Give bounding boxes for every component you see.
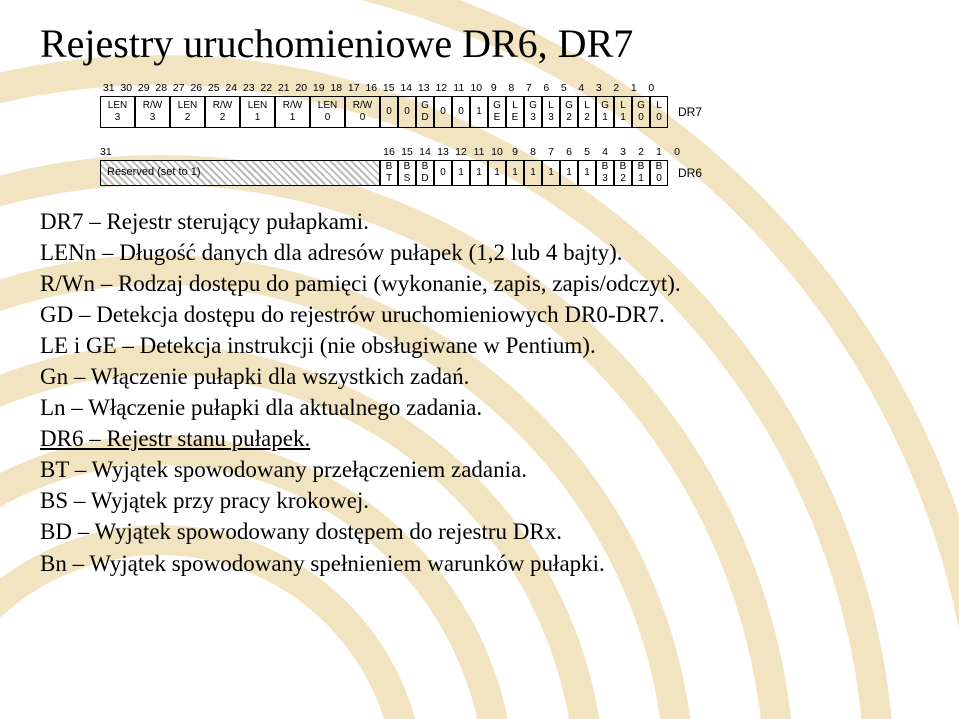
dr7-cell: G1 [596,96,614,128]
dr7-cell: 0 [398,96,416,128]
body-text: DR7 – Rejestr sterujący pułapkami.LENn –… [40,206,919,579]
register-diagram: 3130292827262524232221201918171615141312… [100,82,919,186]
text-line: LENn – Długość danych dla adresów pułape… [40,237,919,268]
dr6-cell: B0 [650,160,668,186]
dr6-cell: 1 [542,160,560,186]
text-line: Ln – Włączenie pułapki dla aktualnego za… [40,392,919,423]
dr7-cell: LEN1 [240,96,275,128]
text-line: Gn – Włączenie pułapki dla wszystkich za… [40,361,919,392]
text-line: BS – Wyjątek przy pracy krokowej. [40,485,919,516]
dr7-cell: G3 [524,96,542,128]
dr7-cell: R/W1 [275,96,310,128]
dr7-cell: G2 [560,96,578,128]
dr7-bitscale: 3130292827262524232221201918171615141312… [100,82,919,94]
dr7-cell: G0 [632,96,650,128]
text-line: DR6 – Rejestr stanu pułapek. [40,423,919,454]
dr7-cell: 0 [452,96,470,128]
dr6-cell: BD [416,160,434,186]
dr7-cell: R/W0 [345,96,380,128]
dr7-cell: LEN2 [170,96,205,128]
dr6-cell: B2 [614,160,632,186]
dr6-cell: B1 [632,160,650,186]
page-title: Rejestry uruchomieniowe DR6, DR7 [40,20,919,67]
dr6-cell: 1 [506,160,524,186]
dr7-cell: LEN0 [310,96,345,128]
text-line: BD – Wyjątek spowodowany dostępem do rej… [40,516,919,547]
dr7-label: DR7 [678,105,702,119]
dr7-cell: 1 [470,96,488,128]
dr6-cell: 1 [560,160,578,186]
dr7-cell: L0 [650,96,668,128]
dr6-bitscale: 31161514131211109876543210 [100,146,919,158]
dr7-cell: LE [506,96,524,128]
dr7-cell: 0 [380,96,398,128]
text-line: LE i GE – Detekcja instrukcji (nie obsłu… [40,330,919,361]
dr7-cell: L2 [578,96,596,128]
text-line: Bn – Wyjątek spowodowany spełnieniem war… [40,548,919,579]
dr7-row: LEN3R/W3LEN2R/W2LEN1R/W1LEN0R/W000GD001G… [100,96,919,128]
dr6-row: Reserved (set to 1)BTBSBD011111111B3B2B1… [100,160,919,186]
text-line: GD – Detekcja dostępu do rejestrów uruch… [40,299,919,330]
dr7-cell: 0 [434,96,452,128]
dr6-cell: 1 [470,160,488,186]
dr7-cell: L3 [542,96,560,128]
dr6-cell: 1 [452,160,470,186]
dr7-cell: LEN3 [100,96,135,128]
dr7-cell: R/W3 [135,96,170,128]
dr6-cell: 1 [488,160,506,186]
dr6-cell: 0 [434,160,452,186]
dr7-cell: GD [416,96,434,128]
dr6-label: DR6 [678,166,702,180]
dr6-cell: 1 [524,160,542,186]
dr6-cell: BS [398,160,416,186]
text-line: R/Wn – Rodzaj dostępu do pamięci (wykona… [40,268,919,299]
text-line: DR7 – Rejestr sterujący pułapkami. [40,206,919,237]
text-line: BT – Wyjątek spowodowany przełączeniem z… [40,454,919,485]
dr6-cell: BT [380,160,398,186]
dr7-cell: L1 [614,96,632,128]
dr6-cell: B3 [596,160,614,186]
dr7-cell: R/W2 [205,96,240,128]
dr7-cell: GE [488,96,506,128]
dr6-reserved: Reserved (set to 1) [100,160,380,186]
dr6-cell: 1 [578,160,596,186]
